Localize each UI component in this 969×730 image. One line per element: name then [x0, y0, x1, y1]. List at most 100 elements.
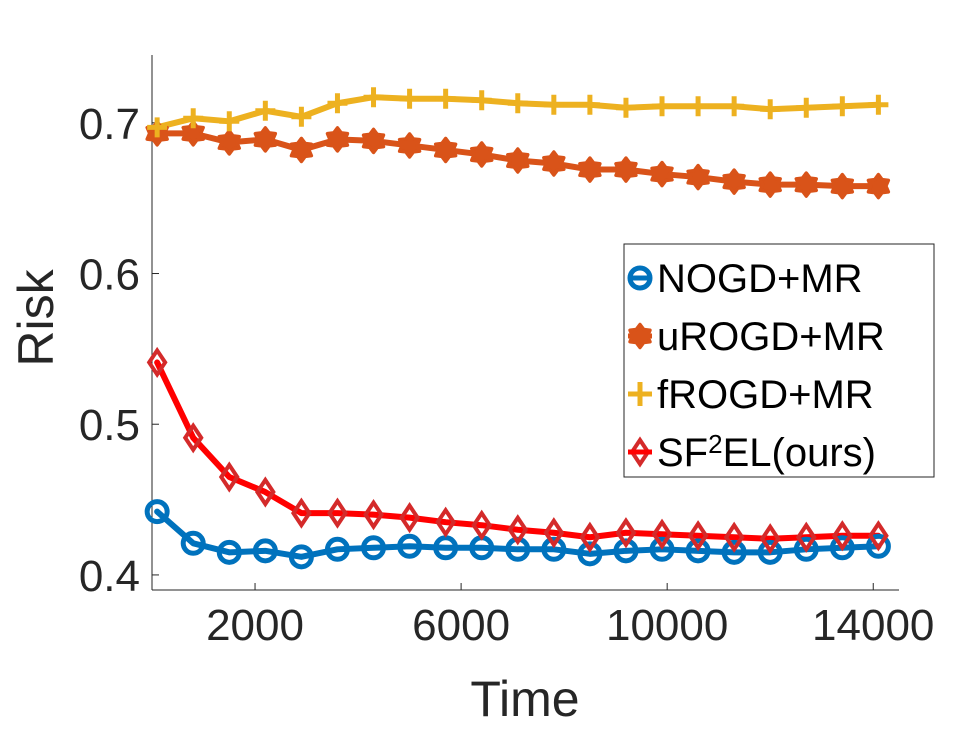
data-point: [650, 160, 674, 188]
data-point: [399, 502, 420, 534]
data-point: [397, 533, 423, 559]
data-point: [288, 544, 314, 570]
data-point: [506, 147, 530, 174]
data-point: [722, 168, 746, 195]
data-point: [721, 539, 747, 565]
data-point: [363, 87, 384, 108]
legend: NOGD+MR uROGD+MR fROGD+MR SF2EL(ours): [623, 243, 935, 478]
data-point: [760, 99, 781, 120]
y-tick-label: 0.6: [79, 251, 140, 300]
data-point: [180, 530, 206, 556]
data-point: [866, 172, 891, 200]
data-point: [291, 106, 312, 127]
data-point: [830, 172, 855, 200]
data-point: [219, 111, 240, 132]
data-point: [181, 120, 205, 147]
legend-label-sf2el-sup: 2: [708, 429, 722, 459]
data-point: [290, 497, 312, 529]
data-point: [361, 127, 386, 155]
data-point: [794, 171, 818, 198]
data-point: [614, 156, 638, 183]
data-point: [325, 126, 350, 153]
data-point: [147, 117, 168, 138]
data-point: [652, 96, 673, 117]
data-point: [435, 88, 456, 109]
data-point: [183, 108, 204, 129]
data-point: [688, 96, 709, 117]
data-point: [217, 129, 241, 156]
y-axis-label: Risk: [8, 268, 64, 366]
data-point: [868, 94, 889, 115]
data-point: [289, 136, 314, 164]
data-point: [758, 171, 782, 198]
x-axis-label: Time: [470, 671, 579, 727]
data-point: [144, 499, 170, 525]
data-point: [649, 536, 675, 562]
data-point: [324, 536, 350, 562]
x-tick-label: 10000: [606, 601, 728, 650]
data-point: [327, 497, 348, 529]
legend-markers: [627, 265, 653, 468]
data-point: [399, 88, 420, 109]
data-point: [471, 90, 492, 111]
data-point: [829, 535, 855, 561]
legend-marker: [629, 436, 651, 468]
data-point: [470, 141, 494, 168]
data-point: [361, 535, 387, 561]
data-point: [543, 517, 565, 549]
data-point: [578, 156, 602, 183]
data-point: [579, 94, 600, 115]
data-point: [832, 96, 853, 117]
data-point: [435, 506, 457, 538]
data-point: [651, 518, 673, 550]
legend-label-frogd: fROGD+MR: [657, 373, 874, 417]
data-point: [757, 539, 783, 565]
data-point: [507, 514, 529, 546]
legend-label-nogd: NOGD+MR: [657, 257, 863, 301]
axis-ticks: 2000 6000 10000 14000 0.4 0.5 0.6 0.7: [79, 100, 935, 650]
legend-label-sf2el-main: SF: [657, 431, 708, 475]
data-point: [471, 509, 493, 541]
data-point: [687, 520, 709, 552]
data-point: [759, 523, 781, 555]
data-point: [577, 541, 603, 567]
data-point: [686, 163, 710, 191]
legend-marker: [628, 382, 652, 406]
legend-box: [623, 243, 935, 478]
data-point: [831, 520, 853, 552]
series-line: [154, 359, 882, 542]
data-point: [615, 97, 636, 118]
data-point: [216, 539, 242, 565]
legend-marker: [627, 265, 653, 291]
data-point: [724, 96, 745, 117]
data-point: [793, 536, 819, 562]
data-point: [327, 93, 348, 114]
legend-label-urogd: uROGD+MR: [657, 315, 885, 359]
data-point: [255, 100, 276, 121]
data-point: [433, 535, 459, 561]
data-point: [685, 538, 711, 564]
series-markers: [144, 87, 891, 570]
data-point: [865, 533, 891, 559]
data-point: [542, 150, 566, 177]
data-point: [579, 521, 601, 553]
data-point: [252, 538, 278, 564]
data-point: [543, 94, 564, 115]
data-point: [795, 521, 817, 553]
y-tick-label: 0.7: [79, 100, 140, 149]
data-point: [541, 536, 567, 562]
legend-label-sf2el-rest: EL(ours): [723, 431, 876, 475]
data-point: [218, 461, 240, 493]
data-point: [146, 346, 168, 379]
legend-label-sf2el: SF2EL(ours): [657, 429, 876, 475]
x-tick-label: 2000: [206, 601, 304, 650]
y-tick-label: 0.4: [79, 552, 140, 601]
data-point: [254, 476, 276, 508]
data-point: [363, 499, 384, 531]
data-point: [613, 538, 639, 564]
data-point: [397, 132, 422, 159]
y-tick-label: 0.5: [79, 401, 140, 450]
data-point: [433, 136, 458, 164]
data-point: [182, 422, 204, 454]
